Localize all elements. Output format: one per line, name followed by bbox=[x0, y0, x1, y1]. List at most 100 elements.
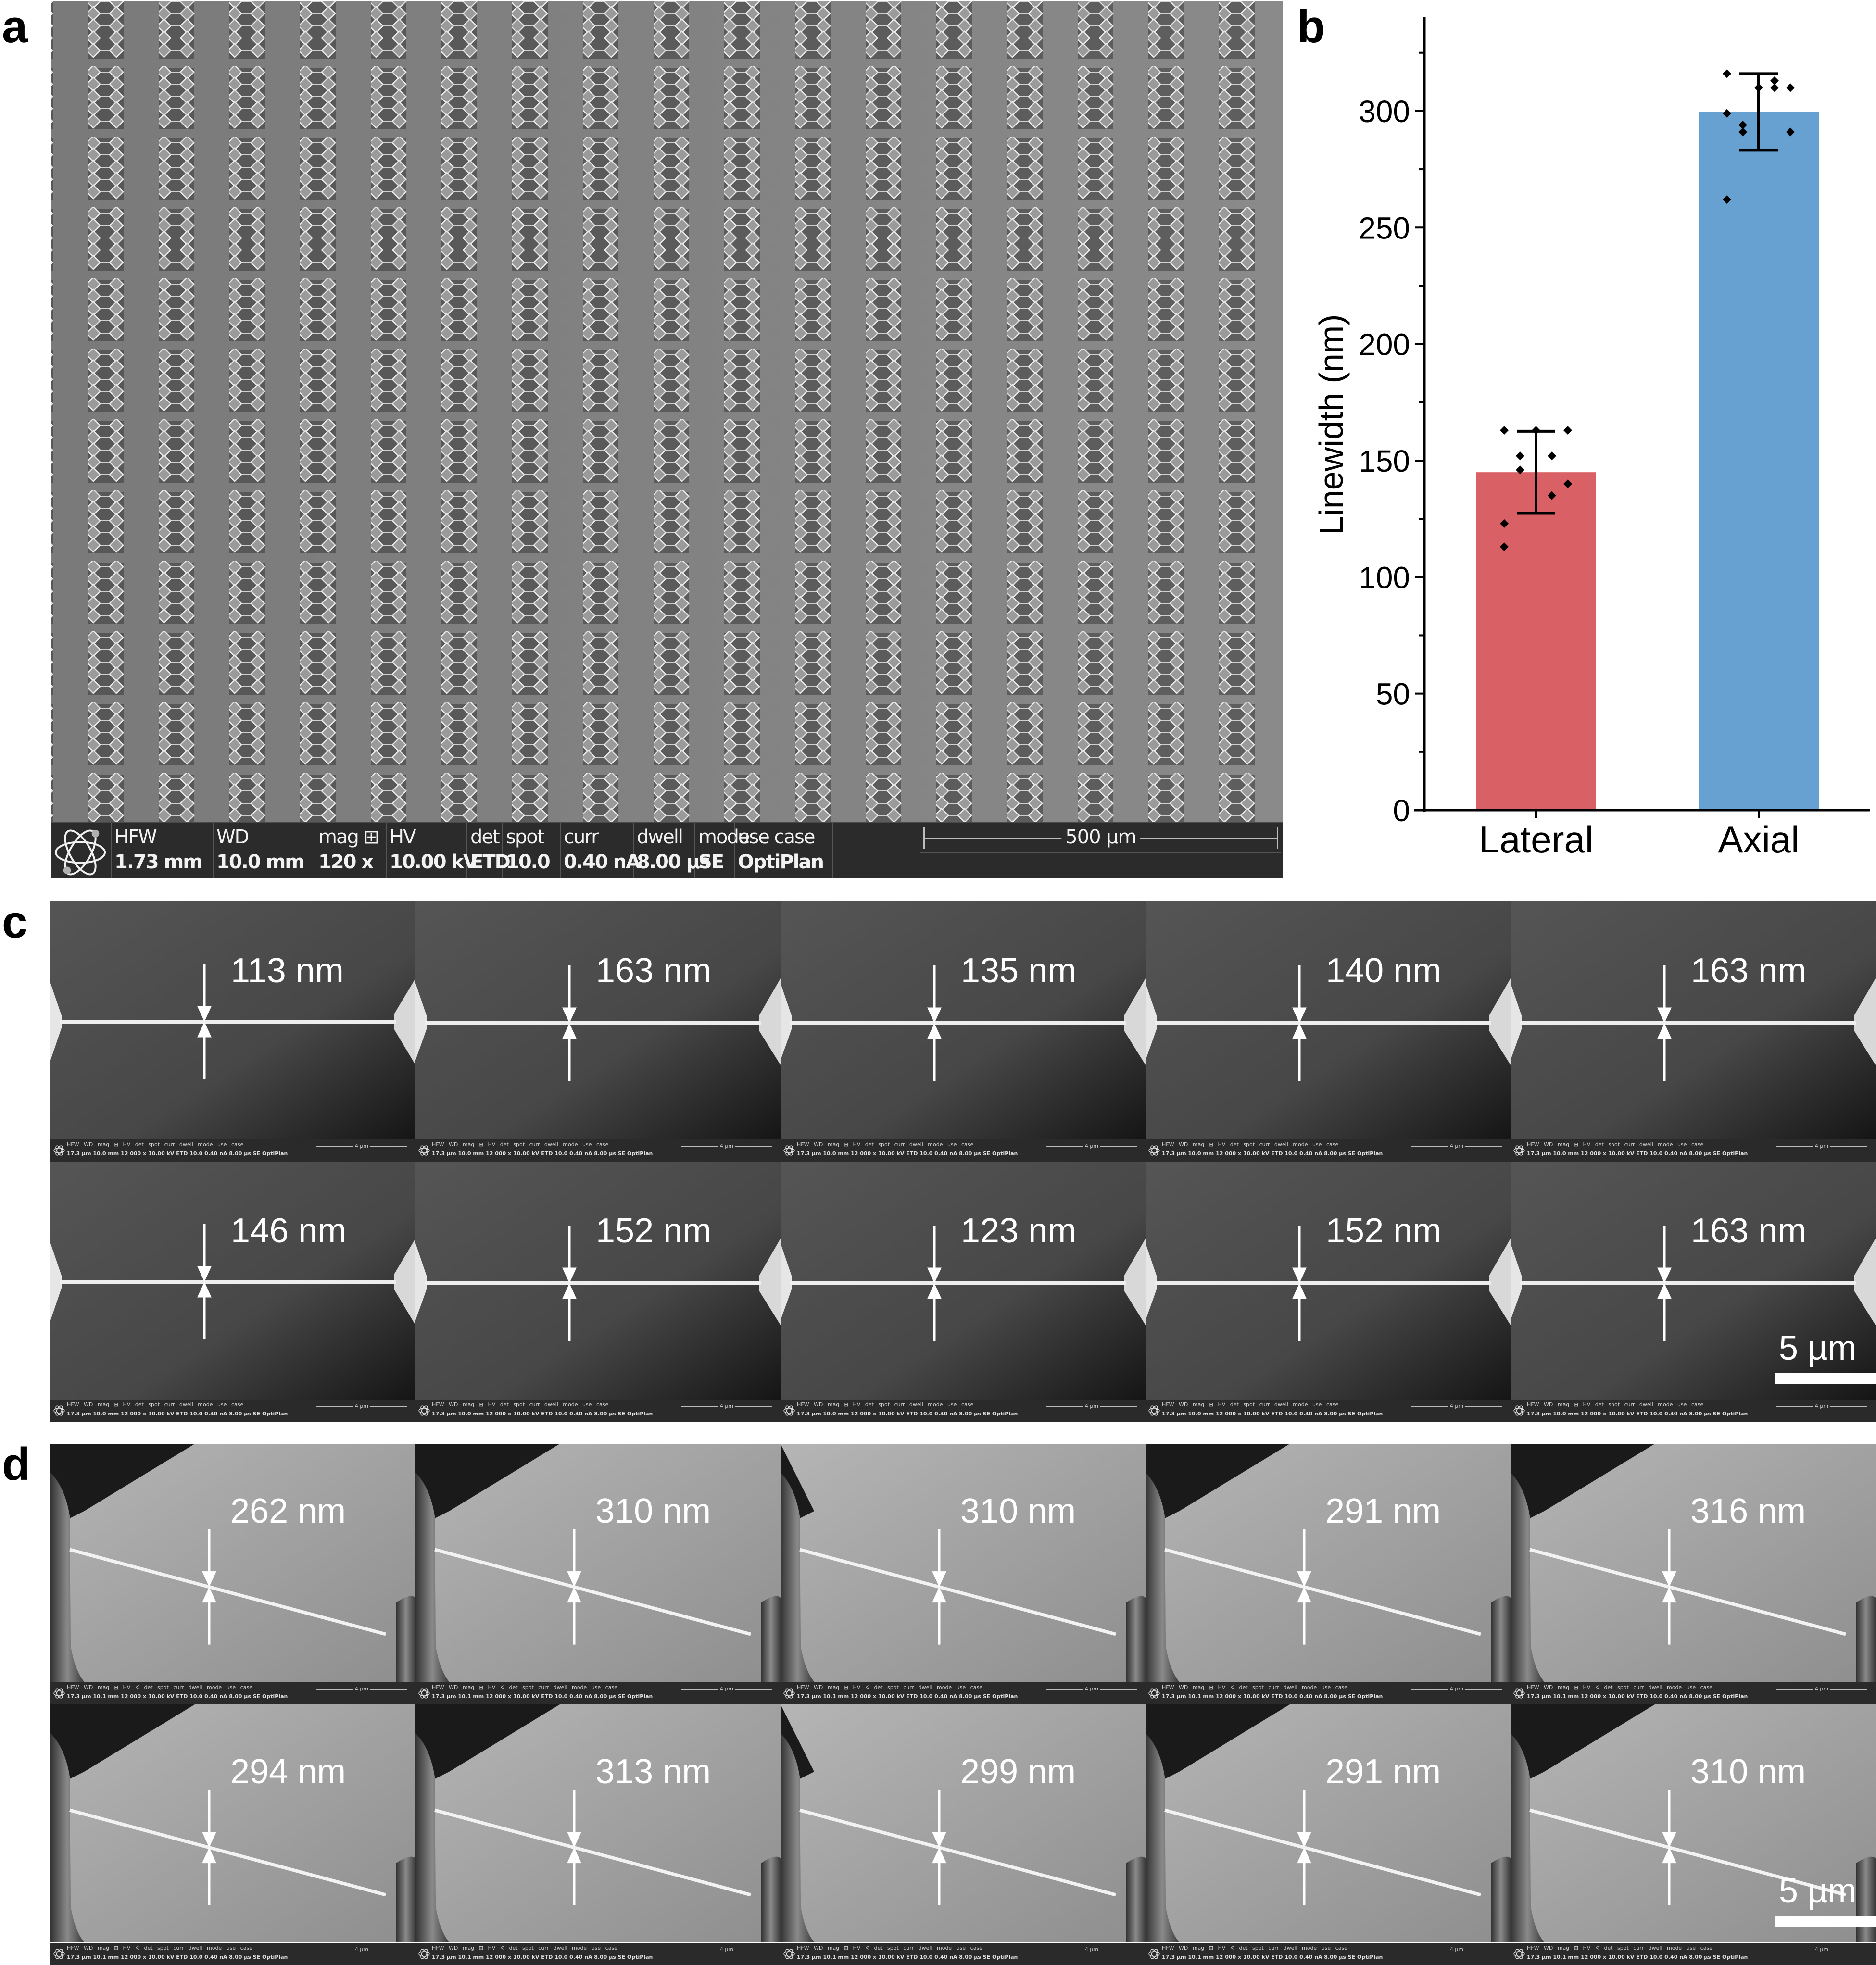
scale-bar-label: 5 µm bbox=[1779, 1329, 1857, 1367]
sem-tile: 113 nm HFW WD mag ⊞ HV det spot curr dwe… bbox=[50, 901, 415, 1162]
atom-icon bbox=[55, 829, 106, 876]
scale-bar bbox=[1775, 1373, 1876, 1384]
atom-icon bbox=[53, 1688, 65, 1699]
mini-sem-info-bar: HFW WD mag ⊞ HV det spot curr dwell mode… bbox=[1511, 1400, 1876, 1422]
bar-axial bbox=[1699, 112, 1819, 810]
mini-sem-info-bar: HFW WD mag ⊞ HV ∢ det spot curr dwell mo… bbox=[1511, 1682, 1876, 1704]
mini-sem-values: 17.3 µm 10.0 mm 12 000 x 10.00 kV ETD 10… bbox=[67, 1151, 288, 1157]
suspended-line-top-view bbox=[781, 1162, 1146, 1400]
atom-icon bbox=[418, 1145, 430, 1156]
panel-label-d: d bbox=[2, 1439, 30, 1490]
mini-scale-label: 4 µm bbox=[1813, 1947, 1830, 1952]
mini-scale-bar: 4 µm bbox=[1046, 1403, 1137, 1410]
data-point bbox=[1516, 451, 1524, 461]
mini-sem-info-bar: HFW WD mag ⊞ HV det spot curr dwell mode… bbox=[415, 1139, 781, 1162]
mini-scale-label: 4 µm bbox=[718, 1947, 735, 1952]
x-category-label: Axial bbox=[1718, 818, 1799, 861]
data-point bbox=[1786, 127, 1795, 137]
linewidth-bar-chart: 0 50 100 150 200 250 300 Lateral Axial Linewidth … bbox=[1289, 0, 1876, 894]
mini-sem-values: 17.3 µm 10.0 mm 12 000 x 10.00 kV ETD 10… bbox=[1527, 1151, 1748, 1157]
linewidth-measurement-label: 294 nm bbox=[230, 1752, 346, 1791]
sem-field-label: spot bbox=[506, 826, 544, 848]
linewidth-measurement-label: 123 nm bbox=[961, 1212, 1077, 1250]
y-tick-label: 300 bbox=[1359, 94, 1410, 129]
mini-scale-bar: 4 µm bbox=[316, 1403, 407, 1410]
mini-sem-labels: HFW WD mag ⊞ HV det spot curr dwell mode… bbox=[797, 1141, 974, 1148]
atom-icon bbox=[1513, 1145, 1525, 1156]
panel-label-b: b bbox=[1297, 1, 1325, 52]
atom-icon bbox=[53, 1405, 65, 1416]
mini-scale-label: 4 µm bbox=[353, 1403, 370, 1409]
mini-scale-bar: 4 µm bbox=[681, 1143, 772, 1150]
mini-scale-label: 4 µm bbox=[718, 1403, 735, 1409]
sem-tile: 310 nm HFW WD mag ⊞ HV ∢ det spot curr d… bbox=[415, 1444, 781, 1704]
data-point bbox=[1738, 120, 1747, 129]
mini-scale-bar: 4 µm bbox=[681, 1403, 772, 1410]
data-point bbox=[1563, 426, 1572, 435]
linewidth-measurement-label: 262 nm bbox=[230, 1492, 346, 1530]
data-point bbox=[1723, 195, 1731, 204]
chart-canvas: 0 50 100 150 200 250 300 Lateral Axial Linewidth … bbox=[1312, 17, 1870, 861]
mini-sem-labels: HFW WD mag ⊞ HV det spot curr dwell mode… bbox=[432, 1402, 609, 1408]
mini-scale-bar: 4 µm bbox=[1411, 1143, 1502, 1150]
mini-sem-info-bar: HFW WD mag ⊞ HV ∢ det spot curr dwell mo… bbox=[1146, 1682, 1511, 1704]
sem-tile: 152 nm HFW WD mag ⊞ HV det spot curr dwe… bbox=[415, 1162, 781, 1422]
linewidth-measurement-label: 113 nm bbox=[231, 951, 344, 990]
sem-field-label: use case bbox=[738, 826, 815, 848]
suspended-line-tilted-view bbox=[781, 1444, 1146, 1682]
mini-sem-labels: HFW WD mag ⊞ HV det spot curr dwell mode… bbox=[1527, 1141, 1704, 1148]
sem-overview-image: HFW 1.73 mm WD 10.0 mm mag ⊞ 120 x HV 10.00 kV d… bbox=[51, 1, 1283, 878]
mini-scale-bar: 4 µm bbox=[681, 1686, 772, 1693]
mini-sem-info-bar: HFW WD mag ⊞ HV ∢ det spot curr dwell mo… bbox=[781, 1682, 1146, 1704]
sem-tile: 291 nm HFW WD mag ⊞ HV ∢ det spot curr d… bbox=[1146, 1704, 1511, 1965]
sem-field-value: 8.00 µs bbox=[637, 851, 711, 873]
mini-sem-info-bar: HFW WD mag ⊞ HV ∢ det spot curr dwell mo… bbox=[1511, 1943, 1876, 1965]
sem-field-value: SE bbox=[698, 851, 724, 873]
mini-scale-bar: 4 µm bbox=[1411, 1947, 1502, 1953]
y-tick-label: 100 bbox=[1359, 560, 1410, 595]
sem-field: HV 10.00 kV bbox=[387, 823, 478, 878]
panel-label-a: a bbox=[2, 1, 28, 52]
y-tick-label: 0 bbox=[1393, 793, 1410, 828]
mini-sem-values: 17.3 µm 10.0 mm 12 000 x 10.00 kV ETD 10… bbox=[1527, 1411, 1748, 1417]
suspended-line-tilted-view bbox=[1146, 1704, 1511, 1942]
sem-field: spot 10.0 bbox=[503, 823, 561, 878]
atom-icon bbox=[1148, 1145, 1160, 1156]
mini-scale-label: 4 µm bbox=[1083, 1143, 1100, 1149]
atom-icon bbox=[53, 1949, 65, 1959]
sem-tile: 316 nm HFW WD mag ⊞ HV ∢ det spot curr d… bbox=[1511, 1444, 1876, 1704]
mini-sem-values: 17.3 µm 10.1 mm 12 000 x 10.00 kV ETD 10… bbox=[432, 1693, 653, 1700]
linewidth-measurement-label: 140 nm bbox=[1326, 951, 1442, 990]
mini-sem-labels: HFW WD mag ⊞ HV ∢ det spot curr dwell mo… bbox=[1162, 1945, 1347, 1951]
suspended-line-top-view bbox=[50, 901, 415, 1139]
mini-scale-label: 4 µm bbox=[1813, 1403, 1830, 1409]
lateral-sem-grid: 113 nm HFW WD mag ⊞ HV det spot curr dwe… bbox=[50, 901, 1876, 1422]
data-point bbox=[1548, 491, 1556, 500]
linewidth-measurement-label: 163 nm bbox=[1691, 951, 1807, 990]
mini-sem-labels: HFW WD mag ⊞ HV det spot curr dwell mode… bbox=[67, 1141, 244, 1148]
suspended-line-top-view bbox=[415, 901, 781, 1139]
sem-field-label: det bbox=[470, 826, 500, 848]
sem-field: WD 10.0 mm bbox=[214, 823, 315, 878]
mini-scale-bar: 4 µm bbox=[316, 1947, 407, 1953]
atom-icon bbox=[1148, 1405, 1160, 1416]
sem-field: mode SE bbox=[695, 823, 750, 878]
mini-sem-info-bar: HFW WD mag ⊞ HV det spot curr dwell mode… bbox=[415, 1400, 781, 1422]
atom-icon bbox=[1513, 1405, 1525, 1416]
atom-icon bbox=[783, 1949, 795, 1959]
suspended-line-top-view bbox=[1511, 1162, 1876, 1400]
mini-scale-bar: 4 µm bbox=[1776, 1686, 1867, 1693]
mini-scale-bar: 4 µm bbox=[316, 1143, 407, 1150]
mini-sem-info-bar: HFW WD mag ⊞ HV det spot curr dwell mode… bbox=[1511, 1139, 1876, 1162]
sem-field-value: OptiPlan bbox=[738, 851, 824, 873]
mini-sem-values: 17.3 µm 10.1 mm 12 000 x 10.00 kV ETD 10… bbox=[432, 1954, 653, 1960]
mini-scale-bar: 4 µm bbox=[1776, 1947, 1867, 1953]
mini-scale-bar: 4 µm bbox=[1046, 1143, 1137, 1150]
sem-tile: 163 nm HFW WD mag ⊞ HV det spot curr dwe… bbox=[1511, 901, 1876, 1162]
sem-tile: 313 nm HFW WD mag ⊞ HV ∢ det spot curr d… bbox=[415, 1704, 781, 1965]
sem-field: use case OptiPlan bbox=[735, 823, 833, 878]
mini-sem-values: 17.3 µm 10.1 mm 12 000 x 10.00 kV ETD 10… bbox=[1527, 1954, 1748, 1960]
scale-bar bbox=[1775, 1916, 1876, 1927]
mini-scale-label: 4 µm bbox=[1083, 1686, 1100, 1691]
x-category-label: Lateral bbox=[1479, 818, 1594, 861]
